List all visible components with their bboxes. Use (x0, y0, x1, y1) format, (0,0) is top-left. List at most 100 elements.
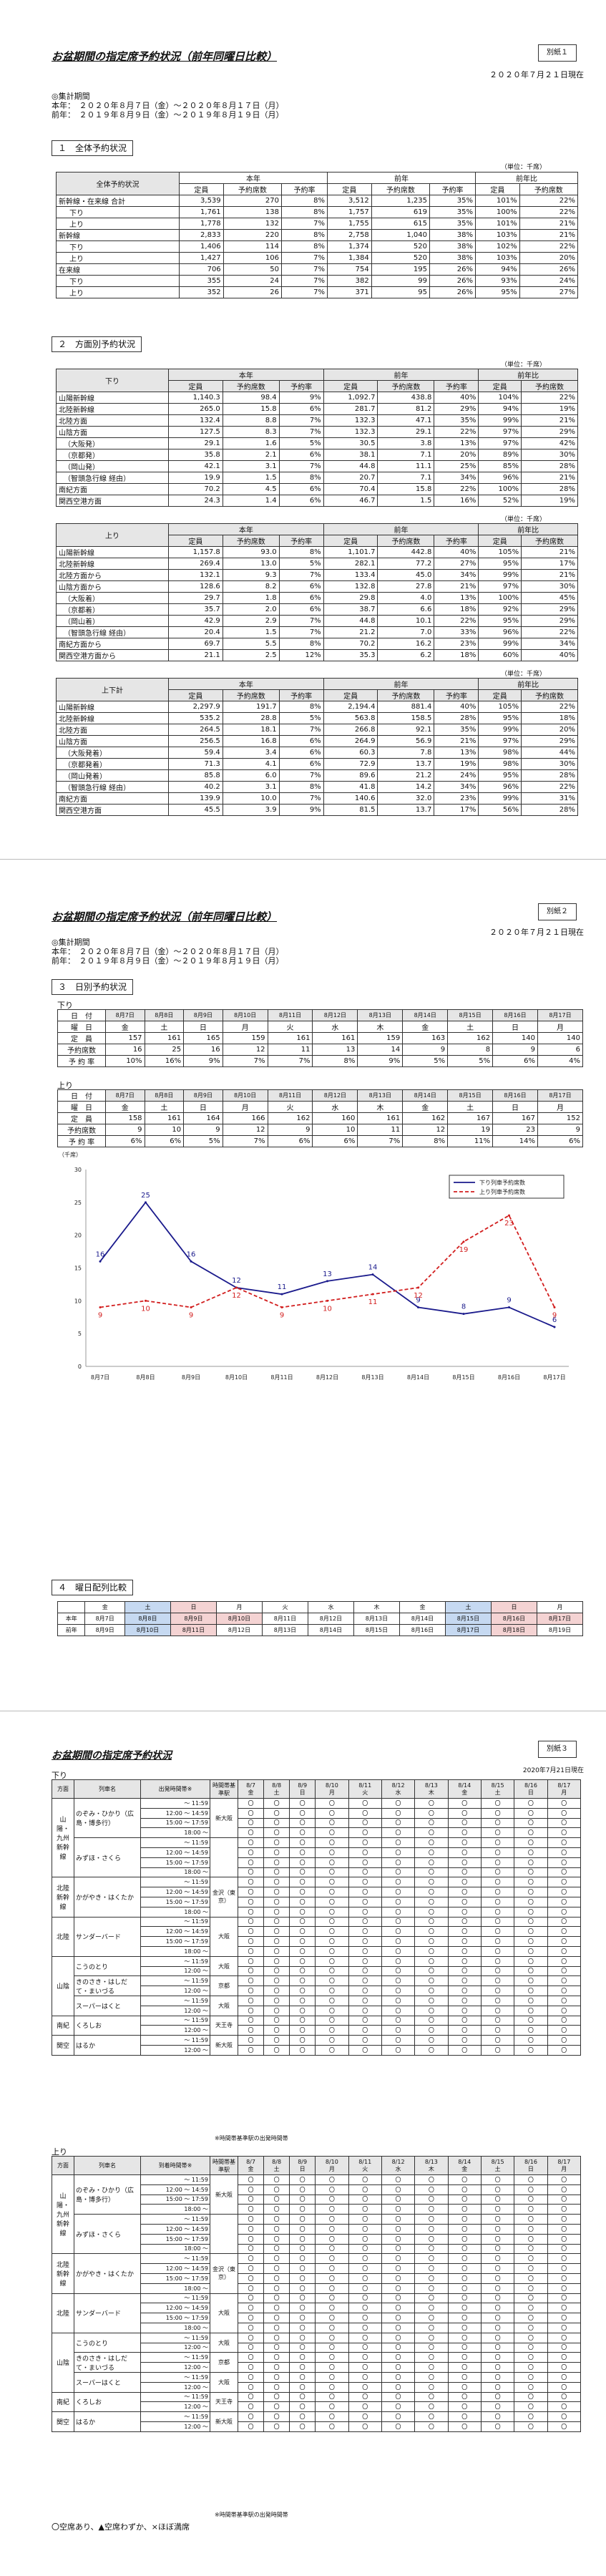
cell-value: 97% (478, 735, 522, 747)
availability-mark: 〇 (348, 2322, 382, 2333)
date-label: 8/9 (298, 2158, 308, 2165)
availability-mark: 〇 (381, 1857, 416, 1868)
availability-mark: 〇 (381, 2342, 416, 2353)
cell-value: 70.2 (323, 638, 378, 650)
table-row: 北陸新幹線 535.2 28.8 5% 563.8 158.5 28% 95% 18% (56, 712, 578, 724)
cell-value: 95% (478, 558, 522, 570)
availability-mark: 〇 (514, 1817, 548, 1829)
availability-mark: 〇 (514, 1887, 548, 1897)
data-point (280, 1293, 283, 1296)
availability-mark: 〇 (263, 1955, 290, 1967)
column-header: 時間帯基準駅 (210, 1779, 238, 1799)
cell-value: 1,140.3 (168, 392, 223, 404)
table-row: 山陰方面 256.5 16.8 6% 264.9 56.9 21% 97% 29% (56, 735, 578, 747)
cell-value: 6% (537, 1135, 584, 1147)
availability-mark: 〇 (547, 1965, 582, 1977)
availability-mark: 〇 (547, 2253, 582, 2265)
period-block: ◎集計期間 本年： ２０２０年８月７日（金）～２０２０年８月１７日（月） 前年：… (52, 92, 284, 120)
cell-value: 3,539 (179, 195, 224, 207)
cell-value: 1,157.8 (168, 546, 223, 558)
cell-value: 42.1 (168, 460, 223, 472)
availability-mark: 〇 (414, 2263, 449, 2274)
availability-mark: 〇 (289, 1916, 316, 1928)
availability-mark: 〇 (414, 2273, 449, 2284)
availability-mark: 〇 (289, 1847, 316, 1858)
availability-mark: 〇 (289, 1965, 316, 1977)
table-row: 18:00 ～〇〇〇〇〇〇〇〇〇〇〇 (52, 1827, 582, 1839)
date-label: 8/15 (491, 2158, 504, 2165)
table-row: 下り 1,761 138 8% 1,757 619 35% 100% 22% (56, 206, 579, 218)
cell-value: 44.8 (323, 615, 378, 627)
column-header: 予約席数 (371, 183, 431, 195)
cell-value: 95% (478, 769, 522, 782)
cell-value: 6% (492, 1055, 538, 1067)
availability-mark: 〇 (289, 2342, 316, 2353)
table-row: 山陽・九州新幹線 のぞみ・ひかり（広島・博多行）～ 11:59 新大阪〇〇〇〇〇〇〇… (52, 2174, 582, 2255)
availability-mark: 〇 (381, 2273, 416, 2284)
availability-mark: 〇 (289, 2214, 316, 2225)
availability-mark: 〇 (447, 2352, 482, 2363)
direction-down-table: 下り 本年 前年 前年比 定員 予約席数 予約率 定員 予約席数 予約率 定員 予約席数 山陽新幹線 1,… (56, 369, 578, 507)
x-tick-label: 8月16日 (498, 1374, 520, 1381)
direction-cell: 関空 (52, 2035, 74, 2056)
cell-value: 19% (521, 403, 578, 415)
cell-value: 7% (278, 792, 324, 805)
date-cell: 8月16日 (399, 1624, 446, 1636)
note: ※時間帯基準駅の出発時間帯 (215, 2135, 288, 2142)
date-header: 8/8 土 (263, 2156, 290, 2175)
availability-mark: 〇 (263, 1945, 290, 1957)
time-slot: ～ 11:59 (140, 1975, 210, 1987)
availability-mark: 〇 (480, 1877, 515, 1888)
availability-mark: 〇 (289, 2194, 316, 2205)
cell-value: 12 (402, 1124, 449, 1136)
cell-value: 8月10日 (222, 1089, 268, 1102)
availability-mark: 〇 (237, 2015, 265, 2026)
table-row: （智頭急行線 経由） 40.2 3.1 8% 41.8 14.2 34% 96% 22% (56, 781, 578, 793)
availability-mark: 〇 (514, 2293, 548, 2304)
availability-mark: 〇 (480, 1975, 515, 1987)
cell-value: 100% (478, 592, 522, 604)
availability-mark: 〇 (514, 2332, 548, 2343)
cell-value: 42% (521, 437, 578, 449)
availability-mark: 〇 (514, 2233, 548, 2245)
availability-mark: 〇 (547, 2322, 582, 2333)
cell-value: 21% (521, 472, 578, 484)
cell-value: 33% (434, 626, 479, 638)
availability-mark: 〇 (547, 1867, 582, 1878)
cell-value: 23% (434, 792, 479, 805)
cell-value: 38.7 (323, 603, 378, 616)
table-row: 下り 1,406 114 8% 1,374 520 38% 102% 22% (56, 240, 579, 253)
period-head: ◎集計期間 (52, 938, 90, 947)
availability-mark: 〇 (315, 2313, 349, 2323)
availability-mark: 〇 (237, 2223, 265, 2235)
header-ratio: 前年比 (478, 678, 578, 690)
availability-mark: 〇 (348, 2332, 382, 2343)
availability-mark: 〇 (414, 2044, 449, 2056)
cell-value: 3.8 (377, 437, 435, 449)
availability-mark: 〇 (381, 2204, 416, 2215)
availability-mark: 〇 (289, 1877, 316, 1888)
y-tick-label: 25 (74, 1200, 82, 1206)
availability-mark: 〇 (263, 2273, 290, 2284)
availability-mark: 〇 (547, 1857, 582, 1868)
table-row: みずほ・さくら～ 11:59 〇〇〇〇〇〇〇〇〇〇〇 (52, 2214, 582, 2255)
cell-value: 8月14日 (402, 1089, 449, 1102)
availability-mark: 〇 (480, 2233, 515, 2245)
availability-mark: 〇 (514, 2371, 548, 2383)
date-label: 8/12 (391, 2158, 405, 2165)
cell-value: 59.4 (168, 747, 223, 759)
date-cell: 8月9日 (170, 1613, 217, 1625)
weekday-label: 土 (494, 1789, 501, 1796)
cell-value: 157 (105, 1032, 145, 1044)
cell-value: 22% (521, 392, 578, 404)
cell-value: 13.7 (377, 758, 435, 770)
availability-mark: 〇 (514, 1837, 548, 1848)
cell-value: 6 (537, 1044, 584, 1056)
cell-value: 98% (478, 758, 522, 770)
date-header: 8/15 土 (480, 1779, 515, 1799)
date-header: 8/7 金 (237, 2156, 265, 2175)
cell-value: 1,757 (327, 206, 372, 218)
weekday-header: 火 (261, 1601, 308, 1613)
availability-mark: 〇 (237, 2035, 265, 2046)
table-corner (57, 1601, 86, 1613)
